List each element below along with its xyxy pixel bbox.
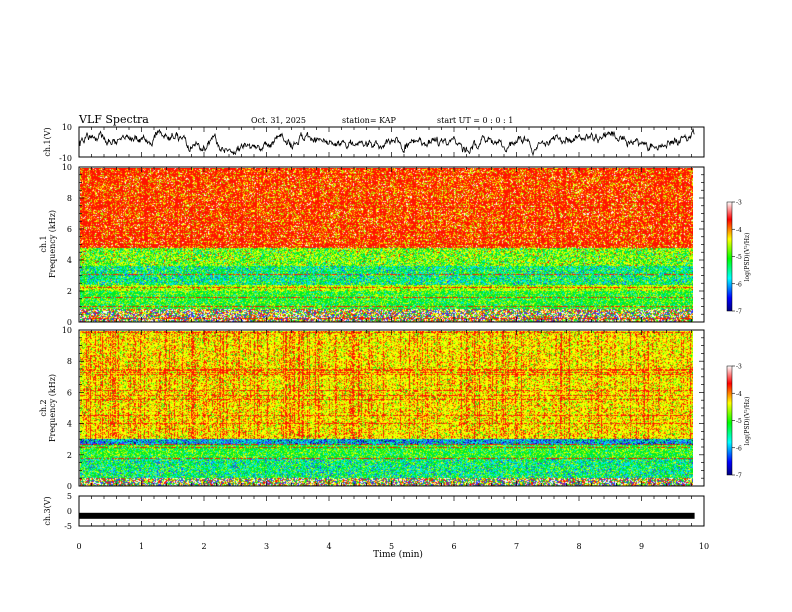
x-tick-label: 5 (389, 542, 394, 551)
colorbar-2-ticks: -3 -4 -5 -6 -7 (732, 364, 742, 480)
y-tick-label: 6 (67, 388, 72, 397)
ch1-ytick-top: 10 (62, 123, 72, 132)
ch2-spec-ylabel-line2: Frequency (kHz) (48, 374, 57, 442)
ch1-waveform-panel: 10 -10 ch.1(V) (43, 123, 705, 163)
colorbar-1: -3 -4 -5 -6 -7 log(PSD)(V²/Hz) (726, 200, 751, 316)
ch3-ytick-bottom: -5 (64, 522, 72, 531)
y-tick-label: 4 (67, 256, 72, 265)
x-tick-label: 3 (264, 542, 269, 551)
colorbar-tick-label: -6 (736, 281, 742, 288)
x-tick-label: 4 (326, 542, 331, 551)
ch3-ytick-top: 5 (67, 492, 72, 501)
colorbar-tick-label: -5 (736, 254, 742, 261)
x-axis-ticks (78, 127, 705, 526)
x-tick-label: 1 (139, 542, 144, 551)
colorbar-tick-label: -6 (736, 445, 742, 452)
ch1-spec-ylabel-line2: Frequency (kHz) (48, 210, 57, 278)
figure-title: VLF Spectra (78, 113, 149, 126)
start-ut-label: start UT = 0 : 0 : 1 (437, 116, 513, 125)
ch3-signal-line (79, 512, 695, 519)
colorbar-1-ticks: -3 -4 -5 -6 -7 (732, 200, 742, 316)
x-tick-label: 10 (699, 542, 709, 551)
ch1-spectrogram-image (80, 168, 693, 322)
x-tick-label: 7 (514, 542, 519, 551)
colorbar-tick-label: -4 (736, 391, 742, 398)
x-tick-label: 2 (201, 542, 206, 551)
y-tick-label: 2 (67, 451, 72, 460)
colorbar-2-label: log(PSD)(V²/Hz) (744, 397, 751, 446)
x-tick-label: 6 (451, 542, 456, 551)
ch2-spectrogram-image (80, 331, 693, 486)
ch2-spec-ylabel-line1: ch.2 (39, 399, 48, 416)
colorbar-2-gradient (726, 365, 733, 476)
colorbar-1-gradient (726, 201, 733, 312)
date-label: Oct. 31, 2025 (251, 116, 306, 125)
ch1-spec-ylabel-line1: ch.1 (39, 235, 48, 252)
colorbar-tick-label: -4 (736, 227, 742, 234)
colorbar-tick-label: -3 (736, 364, 742, 371)
y-tick-label: 10 (62, 326, 72, 335)
ch2-spectrogram-panel: 0 2 4 6 8 10 ch.2 Frequency (kHz) (39, 326, 705, 491)
y-tick-label: 10 (62, 163, 72, 172)
ch3-ylabel: ch.3(V) (43, 496, 52, 525)
colorbar-tick-label: -7 (736, 473, 742, 480)
y-tick-label: 4 (67, 420, 72, 429)
colorbar-tick-label: -7 (736, 309, 742, 316)
ch1-spec-yticks: 0 2 4 6 8 10 (62, 163, 704, 327)
ch3-waveform-panel: 5 0 -5 ch.3(V) (43, 492, 705, 531)
ch1-signal-line (78, 128, 695, 157)
y-tick-label: 6 (67, 225, 72, 234)
ch3-ytick-mid: 0 (67, 507, 72, 516)
y-tick-label: 8 (67, 357, 72, 366)
y-tick-label: 0 (67, 482, 72, 491)
ch1-ytick-bottom: -10 (59, 154, 72, 163)
x-tick-label: 8 (576, 542, 581, 551)
colorbar-2: -3 -4 -5 -6 -7 log(PSD)(V²/Hz) (726, 364, 751, 480)
ch1-spectrogram-panel: 0 2 4 6 8 10 ch.1 Frequency (kHz) (39, 163, 705, 327)
colorbar-tick-label: -5 (736, 418, 742, 425)
ch1-ylabel: ch.1(V) (43, 127, 52, 156)
x-tick-label: 9 (639, 542, 644, 551)
x-axis-tick-labels: 0 1 2 3 4 5 6 7 8 9 10 (76, 542, 709, 551)
x-tick-label: 0 (76, 542, 81, 551)
x-axis-label: Time (min) (373, 549, 423, 560)
y-tick-label: 8 (67, 194, 72, 203)
y-tick-label: 0 (67, 318, 72, 327)
ch2-spec-yticks: 0 2 4 6 8 10 (62, 326, 704, 491)
colorbar-1-label: log(PSD)(V²/Hz) (744, 233, 751, 282)
station-label: station= KAP (342, 116, 397, 125)
colorbar-tick-label: -3 (736, 200, 742, 207)
y-tick-label: 2 (67, 287, 72, 296)
